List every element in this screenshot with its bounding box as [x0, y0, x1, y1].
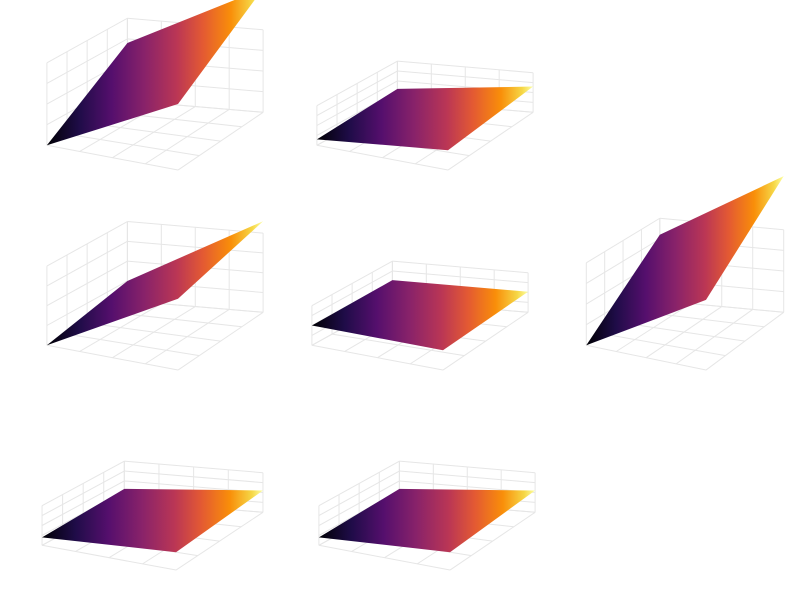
grid-line: [675, 309, 754, 365]
grid-line: [318, 460, 400, 507]
subplot-8: [318, 460, 536, 571]
subplot-5: [311, 260, 529, 371]
grid-line: [175, 511, 264, 571]
grid-line: [586, 238, 661, 284]
grid-line: [449, 511, 536, 571]
subplot-7: [41, 460, 264, 571]
subplot-4: [46, 221, 264, 371]
grid-line: [447, 111, 534, 171]
grid-line: [46, 240, 128, 287]
grid-line: [46, 221, 128, 267]
grid-line: [316, 70, 398, 117]
grid-line: [399, 460, 536, 474]
grid-line: [392, 260, 529, 274]
surface-plot: [46, 221, 264, 346]
surface-plot: [318, 488, 536, 553]
grid-line: [124, 470, 263, 484]
grid-line: [318, 480, 400, 526]
grid-line: [311, 260, 393, 307]
subplot-2: [316, 60, 534, 171]
grid-line: [645, 306, 723, 359]
grid-line: [316, 80, 398, 126]
grid-line: [318, 470, 400, 517]
grid-line: [399, 470, 536, 484]
grid-line: [112, 306, 196, 359]
grid-line: [144, 308, 230, 365]
surface-plot: [586, 176, 784, 346]
grid-line: [311, 270, 393, 317]
grid-line: [144, 108, 230, 165]
grid-line: [177, 311, 264, 371]
subplot-6: [585, 176, 785, 371]
surface-plot: [316, 86, 534, 151]
subplot-1: [46, 0, 264, 171]
grid-line: [397, 60, 534, 74]
grid-line: [397, 70, 534, 84]
grid-line: [392, 270, 529, 284]
grid-line: [705, 311, 784, 371]
grid-line: [41, 480, 125, 526]
grid-line: [46, 17, 128, 64]
grid-line: [124, 460, 263, 474]
grid-line: [41, 460, 125, 507]
grid-line: [41, 470, 125, 517]
surface-plot: [46, 0, 255, 146]
grid-line: [127, 240, 264, 254]
surface-plot: [42, 488, 263, 553]
grid-line: [442, 311, 529, 371]
grid-line: [46, 260, 128, 307]
grid-line: [316, 60, 398, 107]
grid-line: [112, 106, 196, 159]
surface-plot: [311, 280, 529, 351]
grid-line: [46, 38, 128, 84]
grid-line: [586, 217, 661, 264]
grid-line: [177, 111, 264, 171]
